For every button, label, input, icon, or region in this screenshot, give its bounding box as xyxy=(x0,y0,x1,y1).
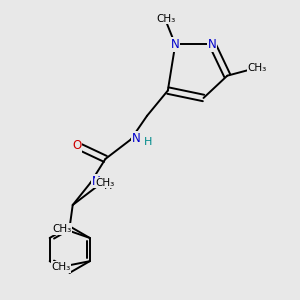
Text: H: H xyxy=(104,181,112,191)
Text: H: H xyxy=(144,137,153,147)
Text: N: N xyxy=(171,38,180,51)
Text: CH₃: CH₃ xyxy=(51,262,70,272)
Text: N: N xyxy=(132,132,140,145)
Text: N: N xyxy=(208,38,217,51)
Text: CH₃: CH₃ xyxy=(52,224,71,234)
Text: CH₃: CH₃ xyxy=(157,14,176,24)
Text: O: O xyxy=(72,139,81,152)
Text: CH₃: CH₃ xyxy=(248,63,267,73)
Text: CH₃: CH₃ xyxy=(96,178,115,188)
Text: N: N xyxy=(92,175,100,188)
